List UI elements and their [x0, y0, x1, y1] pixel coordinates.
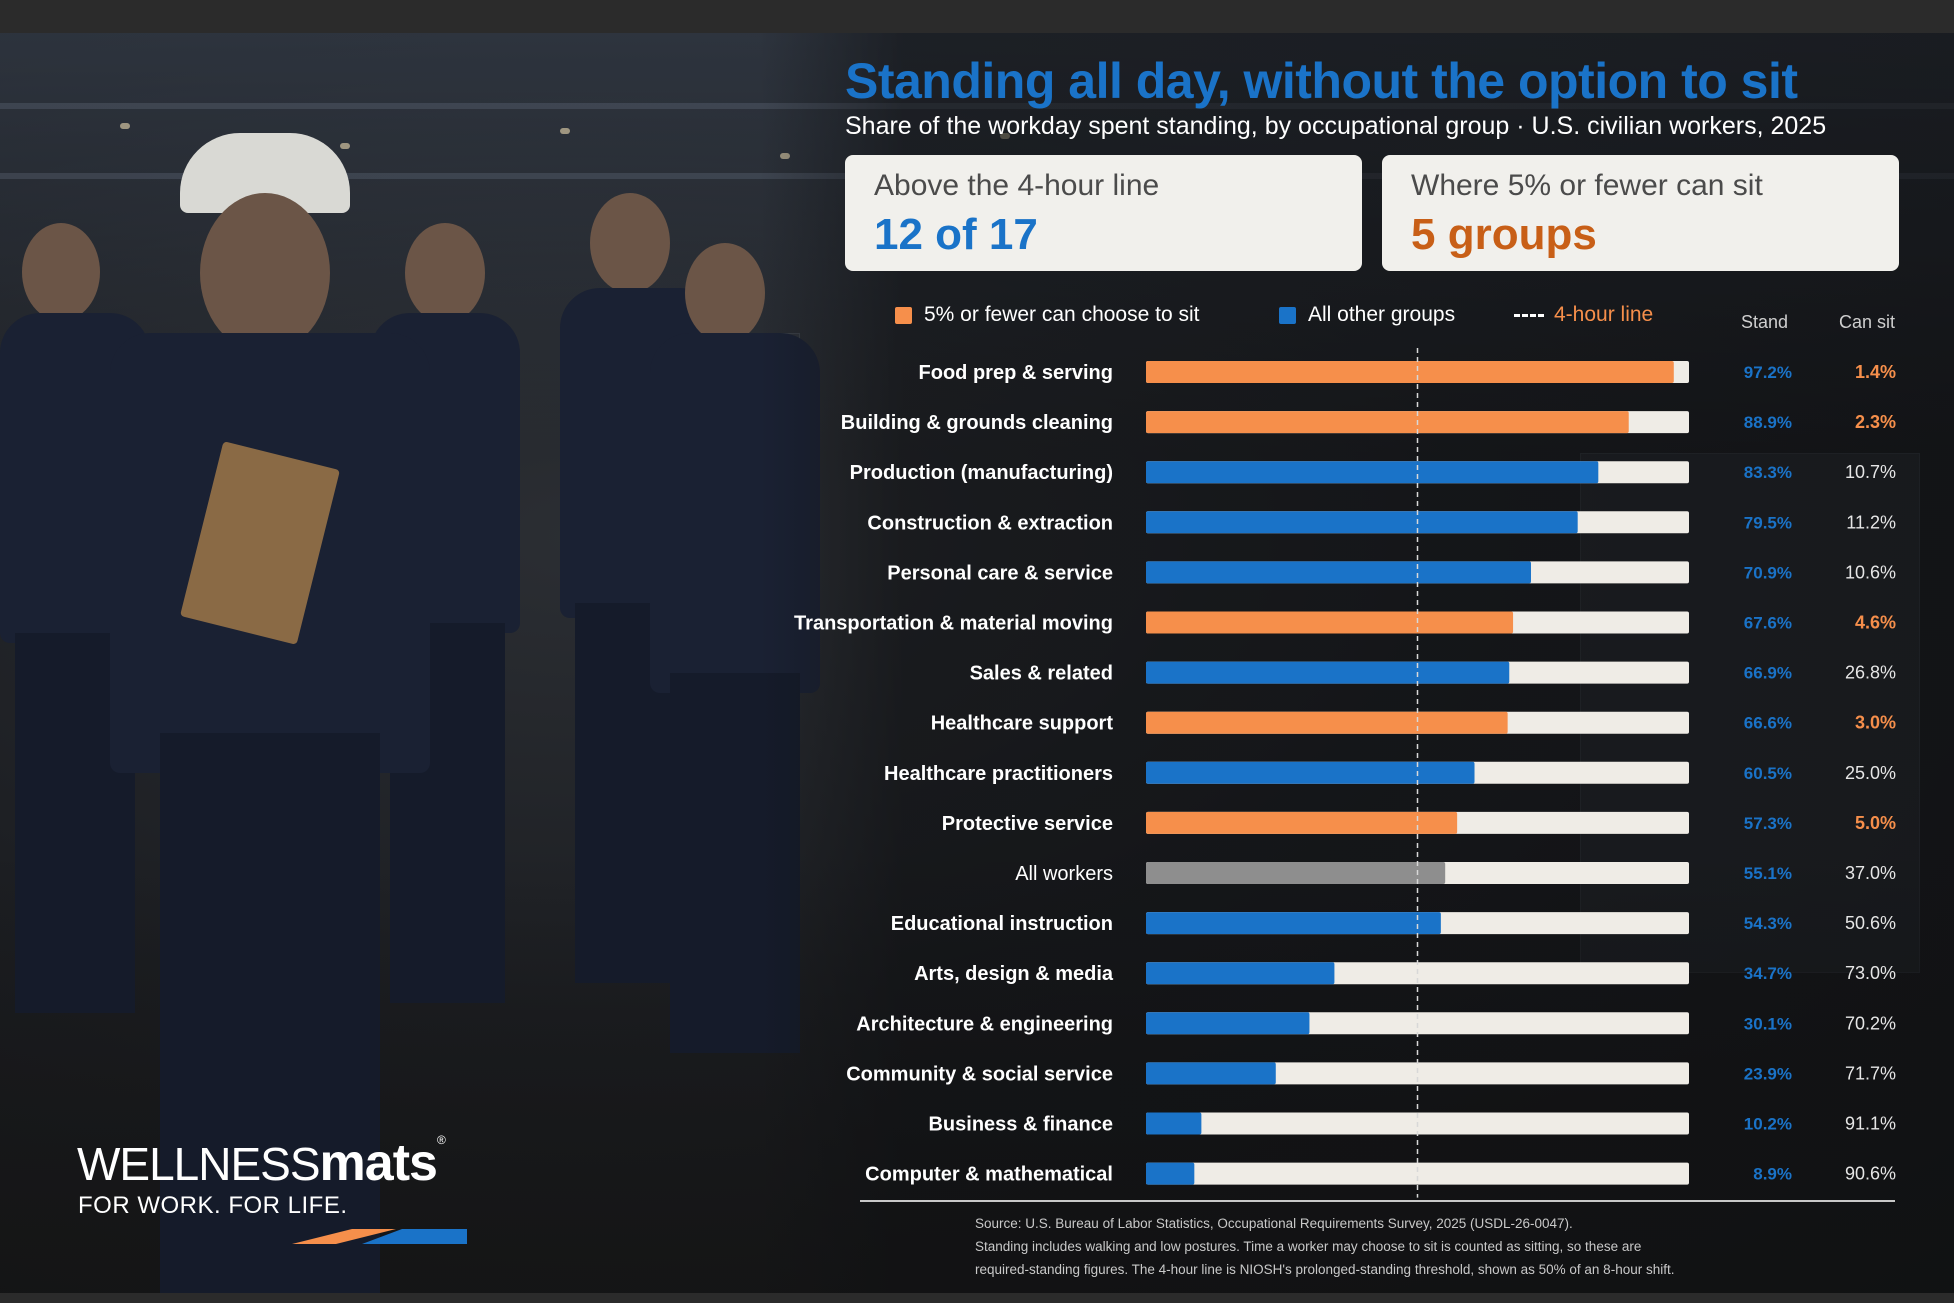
legend-item-threshold: 4-hour line	[1514, 303, 1653, 327]
footer-rule	[860, 1200, 1895, 1202]
chart-subtitle: Share of the workday spent standing, by …	[845, 112, 1827, 140]
logo-wordmark: WELLNESS	[77, 1138, 321, 1190]
legend-item-other: All other groups	[1279, 303, 1455, 327]
ceiling-lamp	[560, 128, 570, 134]
kpi-value: 5 groups	[1411, 210, 1597, 259]
bottom-frame-bar	[0, 1293, 1954, 1303]
logo-tagline: FOR WORK. FOR LIFE.	[78, 1192, 348, 1219]
source-note: Source: U.S. Bureau of Labor Statistics,…	[975, 1216, 1573, 1231]
legend-dash	[1514, 313, 1544, 317]
ceiling-lamp	[340, 143, 350, 149]
legend-label: 5% or fewer can choose to sit	[924, 303, 1200, 326]
column-header-can-sit: Can sit	[1839, 312, 1896, 332]
top-frame-bar	[0, 0, 1954, 33]
kpi-card-low-sit: Where 5% or fewer can sit 5 groups	[1382, 155, 1899, 271]
legend-label: 4-hour line	[1554, 303, 1654, 326]
footnote: required-standing figures. The 4-hour li…	[975, 1262, 1675, 1277]
chart-title: Standing all day, without the option to …	[845, 53, 1798, 109]
ceiling-lamp	[120, 123, 130, 129]
footnote: Standing includes walking and low postur…	[975, 1239, 1642, 1254]
kpi-label: Where 5% or fewer can sit	[1411, 169, 1763, 202]
logo-wordmark: mats	[319, 1134, 438, 1192]
legend-label: All other groups	[1308, 303, 1456, 326]
legend-swatch	[895, 306, 912, 324]
registered-mark-icon: ®	[436, 1133, 446, 1147]
wellnessmats-logo: WELLNESSmats®	[77, 1133, 446, 1193]
legend-item-low-sit: 5% or fewer can choose to sit	[895, 303, 1199, 327]
legend-swatch	[1279, 306, 1296, 324]
kpi-card-above-line: Above the 4-hour line 12 of 17	[845, 155, 1362, 271]
column-header-stand: Stand	[1741, 312, 1789, 332]
kpi-value: 12 of 17	[874, 210, 1038, 259]
logo-swoosh-icon	[292, 1229, 467, 1244]
kpi-label: Above the 4-hour line	[874, 169, 1160, 202]
